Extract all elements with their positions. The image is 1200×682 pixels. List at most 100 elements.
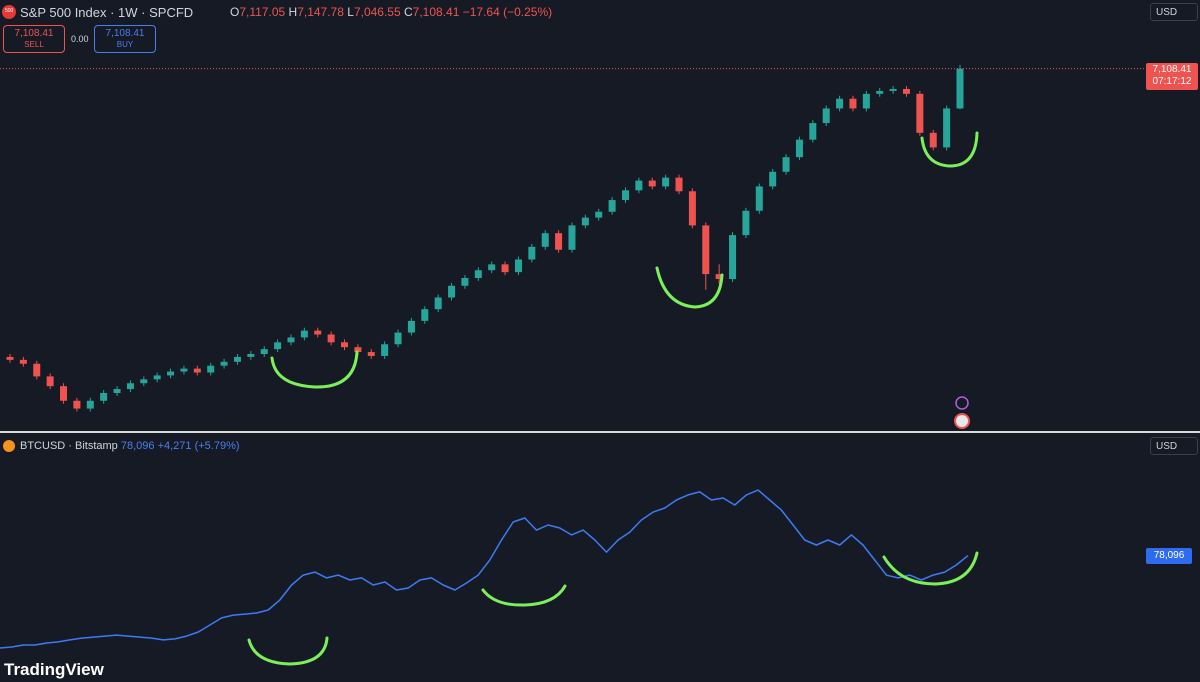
candle-body [461, 278, 469, 286]
candle-body [581, 217, 589, 226]
symbol-title: S&P 500 Index · 1W · SPCFD [20, 5, 194, 20]
countdown: 07:17:12 [1152, 75, 1192, 87]
btc-logo [3, 440, 15, 452]
candle-body [956, 68, 964, 109]
candle-body [126, 383, 134, 390]
sell-label: SELL [24, 40, 44, 49]
candle-body [287, 337, 295, 343]
candle-body [876, 90, 884, 94]
candle-body [568, 225, 576, 250]
candle-body [916, 93, 924, 133]
sell-button[interactable]: 7,108.41 SELL [3, 25, 65, 53]
last-price: 7,108.41 [1152, 63, 1192, 75]
candle-body [555, 233, 563, 250]
ohlc-value: 7,046.55 [353, 5, 401, 19]
candle-body [86, 400, 94, 409]
candle-body [300, 330, 308, 338]
btc-header: BTCUSD · Bitstamp 78,096 +4,271 (+5.79%) [20, 440, 240, 452]
event-icon[interactable] [955, 396, 969, 410]
candle-body [541, 233, 549, 247]
candle-body [407, 320, 415, 333]
candle-body [247, 354, 255, 357]
candle-body [33, 363, 41, 377]
annotation-curve [882, 551, 979, 586]
btc-price-tag: 78,096 [1146, 547, 1192, 564]
last-price-tag: 7,108.41 07:17:12 [1146, 62, 1198, 90]
candle-body [782, 157, 790, 172]
flag-icon[interactable] [954, 413, 970, 429]
candle-body [648, 180, 656, 187]
buy-label: BUY [116, 40, 134, 49]
btc-pane [0, 489, 969, 649]
candle-body [113, 389, 121, 393]
spread: 0.00 [71, 34, 89, 44]
candle-body [19, 359, 27, 364]
candle-body [153, 375, 161, 380]
candle-body [621, 190, 629, 201]
candle-body [501, 264, 509, 273]
logo-text: 500 [4, 8, 14, 14]
annotation-curve [270, 350, 359, 389]
candle-body [635, 180, 643, 191]
price-pane [0, 64, 1146, 412]
candle-body [608, 200, 616, 212]
candle-body [688, 191, 696, 226]
candle-body [514, 259, 522, 273]
candle-body [434, 297, 442, 310]
ohlc-label: C [404, 5, 413, 19]
candle-body [929, 132, 937, 148]
candle-body [314, 330, 322, 335]
btc-title: BTCUSD · Bitstamp [20, 440, 118, 452]
candle-body [702, 225, 710, 275]
candle-body [207, 365, 215, 373]
candle-body [274, 342, 282, 350]
ohlc-value: 7,147.78 [297, 5, 344, 19]
candle-body [167, 371, 175, 376]
candle-body [421, 309, 429, 321]
candle-body [394, 332, 402, 345]
candle-body [795, 139, 803, 158]
ohlc-value: 7,108.41 [412, 5, 460, 19]
ohlc-value: 7,117.05 [239, 5, 286, 19]
btc-line [0, 489, 969, 649]
candle-body [595, 211, 603, 218]
candle-body [260, 349, 268, 354]
candle-body [862, 93, 870, 109]
candle-body [662, 177, 670, 187]
candle-body [448, 285, 456, 298]
ohlc: O7,117.05 H7,147.78 L7,046.55 C7,108.41 … [230, 5, 552, 19]
candle-body [849, 98, 857, 109]
candle-body [140, 379, 148, 384]
candle-body [769, 171, 777, 187]
candle-body [889, 88, 897, 91]
candle-body [474, 270, 482, 278]
currency-select[interactable]: USD [1150, 3, 1198, 21]
buy-price: 7,108.41 [105, 28, 145, 39]
candle-body [488, 264, 496, 271]
candle-body [46, 376, 54, 387]
annotation-curve [920, 131, 979, 168]
candle-body [675, 177, 683, 192]
buy-button[interactable]: 7,108.41 BUY [94, 25, 156, 53]
candle-body [528, 246, 536, 260]
candle-body [729, 235, 737, 279]
currency-select[interactable]: USD [1150, 437, 1198, 455]
btc-change: +4,271 (+5.79%) [157, 440, 240, 452]
annotation-curve [247, 636, 329, 666]
candle-body [6, 356, 14, 360]
sell-price: 7,108.41 [14, 28, 54, 39]
annotation-curve [481, 584, 567, 607]
candle-body [943, 108, 951, 148]
candle-body [341, 342, 349, 348]
candle-body [367, 352, 375, 356]
candle-body [381, 344, 389, 356]
candle-body [836, 98, 844, 109]
candle-body [715, 274, 723, 279]
candle-body [193, 368, 201, 373]
brand: TradingView [4, 660, 104, 679]
ohlc-label: H [288, 5, 298, 19]
annotations [247, 131, 979, 666]
ohlc-change: −17.64 (−0.25%) [462, 5, 553, 19]
